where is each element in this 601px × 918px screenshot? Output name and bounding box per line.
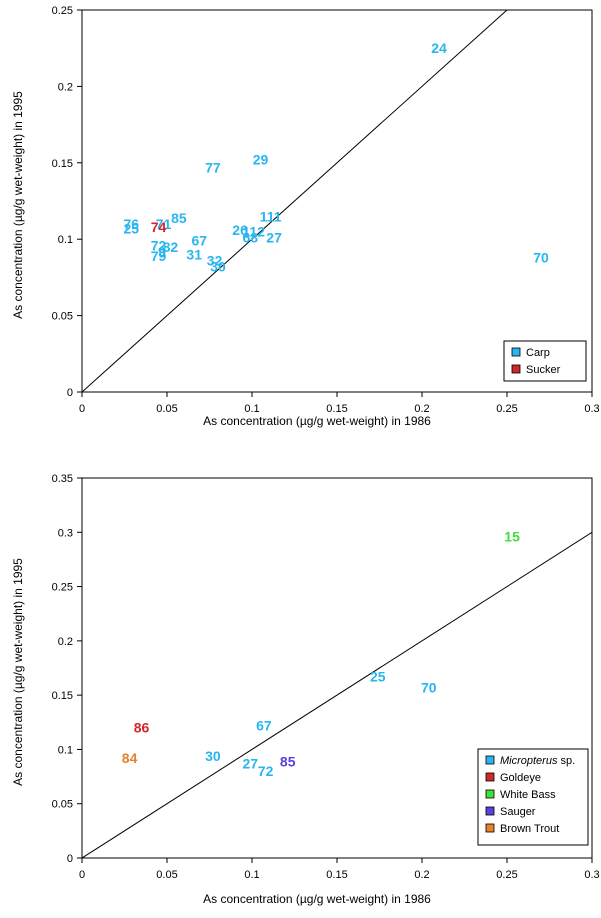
legend-swatch <box>485 772 495 782</box>
y-tick-label: 0.1 <box>58 744 73 756</box>
plot-frame <box>81 9 593 393</box>
data-point-label: 70 <box>421 680 437 696</box>
legend-entry: Sauger <box>500 806 536 818</box>
data-point-label: 26 <box>232 222 248 238</box>
chart-1: 0 0.05 0.1 0.15 0.2 0.25 0.3 0 0.05 0.1 0.15 0.2 0.2… <box>11 5 600 428</box>
data-point-label: 30 <box>205 748 221 764</box>
data-point-label: 76 <box>124 216 140 232</box>
y-tick-label: 0.2 <box>58 636 73 648</box>
y-tick-label: 0.05 <box>52 311 73 323</box>
y-axis-label: As concentration (µg/g wet-weight) in 19… <box>11 558 25 786</box>
data-point-label: 70 <box>533 250 549 266</box>
data-point-label: 112 <box>242 224 265 240</box>
data-point-label: 82 <box>163 239 179 255</box>
data-point-label: 32 <box>207 253 223 269</box>
legend-swatch <box>485 789 495 799</box>
data-point-label: 25 <box>124 221 140 237</box>
data-point-label: 27 <box>266 230 282 246</box>
data-point-label: 86 <box>134 720 150 736</box>
x-tick-label: 0.05 <box>156 869 177 881</box>
data-point-label: 72 <box>258 763 274 779</box>
y-tick-label: 0.3 <box>58 527 73 539</box>
legend-entry: White Bass <box>500 789 556 801</box>
legend-swatch <box>511 347 521 357</box>
data-point-label: 9 <box>158 243 166 259</box>
data-point-label: 67 <box>192 233 208 249</box>
x-tick-label: 0.1 <box>244 403 259 415</box>
data-point-label: 31 <box>186 246 202 262</box>
legend-entry: Brown Trout <box>500 823 559 835</box>
data-point-label: 67 <box>256 718 272 734</box>
x-axis-label: As concentration (µg/g wet-weight) in 19… <box>203 414 431 428</box>
legend-swatch <box>485 806 495 816</box>
legend: Micropterus sp. Goldeye White Bass Sauger Br… <box>477 748 589 846</box>
data-point-label: 77 <box>205 159 221 175</box>
data-point-label: 29 <box>253 152 269 168</box>
legend-swatch <box>485 755 495 765</box>
data-point-label: 85 <box>280 753 296 769</box>
y-tick-label: 0.25 <box>52 582 73 594</box>
y-tick-label: 0.15 <box>52 690 73 702</box>
y-tick-label: 0 <box>67 853 73 865</box>
x-tick-label: 0.1 <box>244 869 259 881</box>
legend-swatch <box>511 364 521 374</box>
data-point-label: 85 <box>171 210 187 226</box>
x-tick-label: 0.05 <box>156 403 177 415</box>
x-tick-label: 0.2 <box>414 869 429 881</box>
y-tick-label: 0.35 <box>52 473 73 485</box>
legend-entry: Sucker <box>526 364 561 376</box>
x-tick-label: 0.15 <box>326 869 347 881</box>
data-point-label: 72 <box>151 237 167 253</box>
legend-entry: Carp <box>526 347 550 359</box>
x-tick-label: 0.3 <box>584 869 599 881</box>
chart-2: 0 0.05 0.1 0.15 0.2 0.25 0.3 0 0.05 0.1 0.15 0.2 0.2… <box>11 473 600 906</box>
data-point-label: 68 <box>243 230 259 246</box>
legend-box <box>477 748 589 846</box>
x-tick-label: 0 <box>79 869 85 881</box>
data-point-label: 84 <box>122 750 138 766</box>
data-point-label: 30 <box>210 259 226 275</box>
y-tick-label: 0.15 <box>52 158 73 170</box>
data-point-label: 74 <box>151 219 167 235</box>
legend-entry: Goldeye <box>500 772 541 784</box>
x-tick-label: 0.15 <box>326 403 347 415</box>
legend: Carp Sucker <box>503 340 587 382</box>
x-tick-label: 0.25 <box>496 869 517 881</box>
data-point-label: 15 <box>504 529 520 545</box>
data-point-label: 79 <box>151 248 167 264</box>
data-point-label: 24 <box>431 40 447 56</box>
data-point-label: 71 <box>156 216 172 232</box>
x-tick-label: 0 <box>79 403 85 415</box>
y-tick-label: 0.1 <box>58 234 73 246</box>
x-tick-label: 0.2 <box>414 403 429 415</box>
one-to-one-line <box>82 10 508 392</box>
y-axis-label: As concentration (µg/g wet-weight) in 19… <box>11 91 25 319</box>
y-tick-label: 0.25 <box>52 5 73 17</box>
data-point-label: 27 <box>243 756 259 772</box>
one-to-one-line <box>82 531 592 858</box>
y-tick-label: 0.05 <box>52 799 73 811</box>
x-tick-label: 0.3 <box>584 403 599 415</box>
legend-entry: Micropterus sp. <box>500 755 575 767</box>
y-tick-label: 0.2 <box>58 81 73 93</box>
y-tick-label: 0 <box>67 387 73 399</box>
x-axis-label: As concentration (µg/g wet-weight) in 19… <box>203 892 431 906</box>
data-point-label: 25 <box>370 669 386 685</box>
x-tick-label: 0.25 <box>496 403 517 415</box>
legend-swatch <box>485 823 495 833</box>
data-point-label: 111 <box>260 208 282 224</box>
